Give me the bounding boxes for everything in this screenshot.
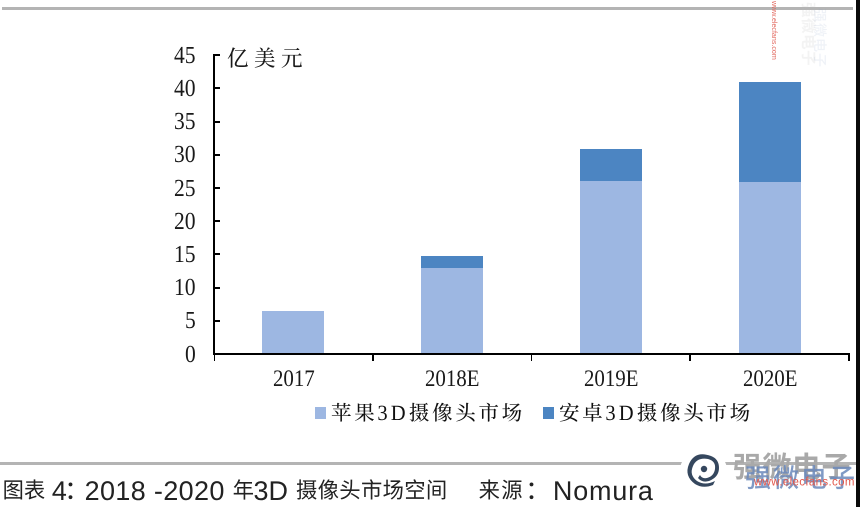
svg-text:www.elecfans.com: www.elecfans.com [770, 0, 778, 60]
svg-text:www.elecfans.com: www.elecfans.com [753, 477, 855, 489]
